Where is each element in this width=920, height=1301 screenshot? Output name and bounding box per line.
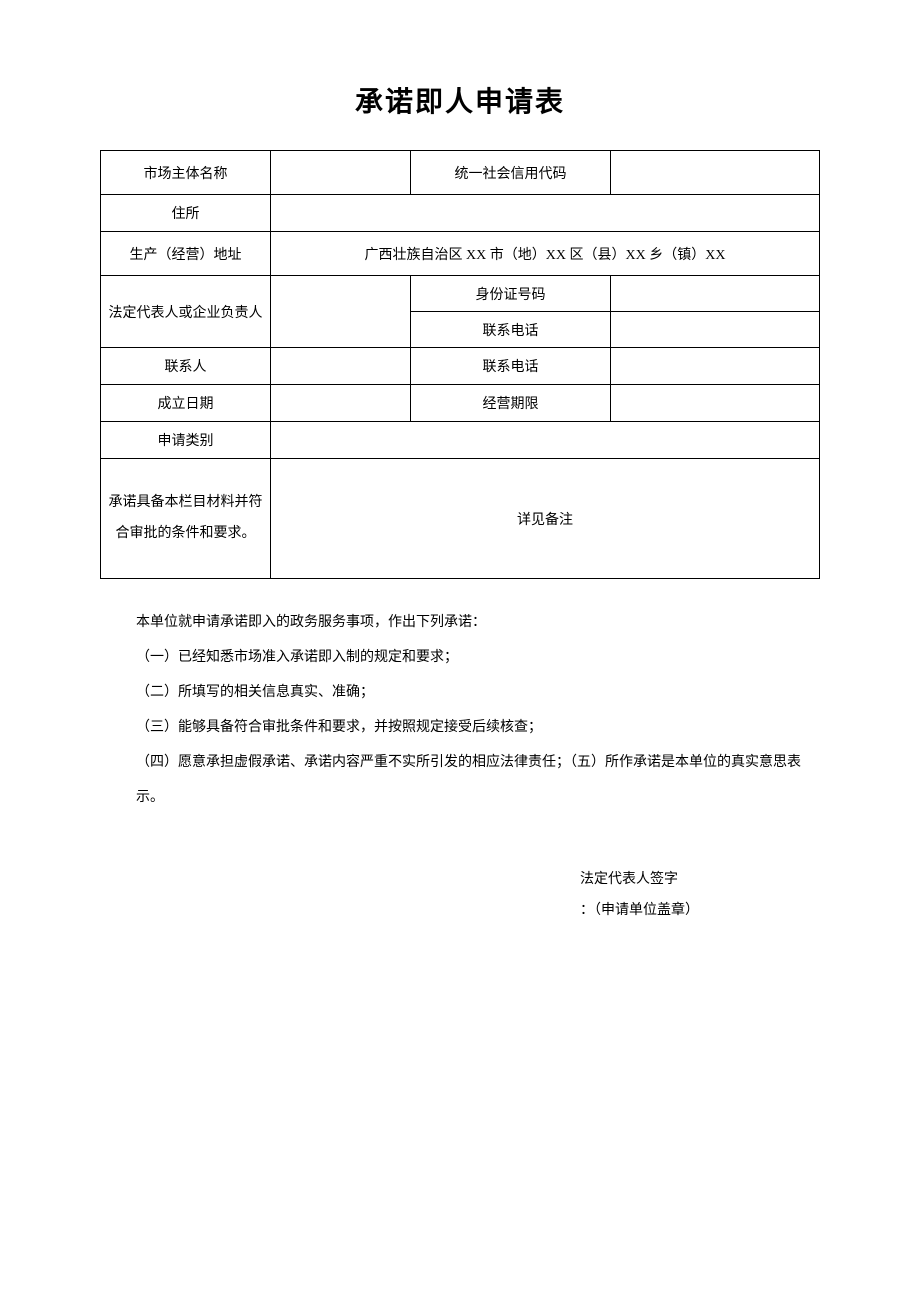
application-table: 市场主体名称 统一社会信用代码 住所 生产（经营）地址 广西壮族自治区 XX 市… xyxy=(100,150,820,579)
page-title: 承诺即人申请表 xyxy=(100,80,820,120)
label-legal-rep: 法定代表人或企业负责人 xyxy=(101,276,271,348)
label-id-number: 身份证号码 xyxy=(411,276,611,312)
label-legal-phone: 联系电话 xyxy=(411,312,611,348)
signature-line-2: ：（申请单位盖章） xyxy=(580,896,820,927)
declaration-item-1: （一）已经知悉市场准入承诺即入制的规定和要求； xyxy=(136,640,816,675)
declaration-item-4: （四）愿意承担虚假承诺、承诺内容严重不实所引发的相应法律责任；（五）所作承诺是本… xyxy=(136,745,816,815)
signature-block: 法定代表人签字 ：（申请单位盖章） xyxy=(100,865,820,927)
label-application-type: 申请类别 xyxy=(101,422,271,459)
label-business-term: 经营期限 xyxy=(411,385,611,422)
value-establish-date xyxy=(271,385,411,422)
label-entity-name: 市场主体名称 xyxy=(101,151,271,195)
value-residence xyxy=(271,195,820,232)
value-entity-name xyxy=(271,151,411,195)
value-application-type xyxy=(271,422,820,459)
declaration-intro: 本单位就申请承诺即入的政务服务事项，作出下列承诺： xyxy=(136,605,816,640)
label-contact: 联系人 xyxy=(101,348,271,385)
label-establish-date: 成立日期 xyxy=(101,385,271,422)
value-legal-phone xyxy=(611,312,820,348)
label-contact-phone: 联系电话 xyxy=(411,348,611,385)
label-business-address: 生产（经营）地址 xyxy=(101,232,271,276)
label-credit-code: 统一社会信用代码 xyxy=(411,151,611,195)
label-residence: 住所 xyxy=(101,195,271,232)
declaration-item-3: （三）能够具备符合审批条件和要求，并按照规定接受后续核查； xyxy=(136,710,816,745)
value-commitment: 详见备注 xyxy=(271,459,820,579)
signature-line-1: 法定代表人签字 xyxy=(580,865,820,896)
label-commitment: 承诺具备本栏目材料并符合审批的条件和要求。 xyxy=(101,459,271,579)
value-legal-rep xyxy=(271,276,411,348)
declaration-item-2: （二）所填写的相关信息真实、准确； xyxy=(136,675,816,710)
value-contact-phone xyxy=(611,348,820,385)
value-business-address: 广西壮族自治区 XX 市（地）XX 区（县）XX 乡（镇）XX xyxy=(271,232,820,276)
value-contact xyxy=(271,348,411,385)
value-id-number xyxy=(611,276,820,312)
value-credit-code xyxy=(611,151,820,195)
declaration-section: 本单位就申请承诺即入的政务服务事项，作出下列承诺： （一）已经知悉市场准入承诺即… xyxy=(100,605,820,815)
value-business-term xyxy=(611,385,820,422)
